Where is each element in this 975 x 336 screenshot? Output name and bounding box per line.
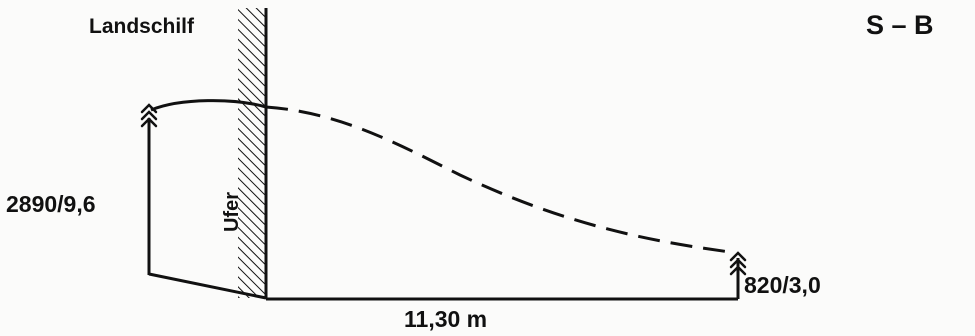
- land-ground-line: [148, 272, 267, 300]
- reed-stem-icon: [140, 103, 158, 128]
- right-measurement-label: 820/3,0: [744, 272, 821, 298]
- profile-id-label: S – B: [866, 10, 934, 40]
- shore-label: Ufer: [221, 191, 244, 233]
- canopy-solid: [150, 99, 267, 112]
- distance-label: 11,30 m: [404, 306, 488, 332]
- left-measurement-label: 2890/9,6: [6, 191, 96, 217]
- reed-stem-icon: [729, 251, 747, 276]
- shore-hatching: [238, 8, 266, 298]
- site-name-label: Landschilf: [89, 15, 195, 38]
- canopy-dashed: [265, 105, 731, 254]
